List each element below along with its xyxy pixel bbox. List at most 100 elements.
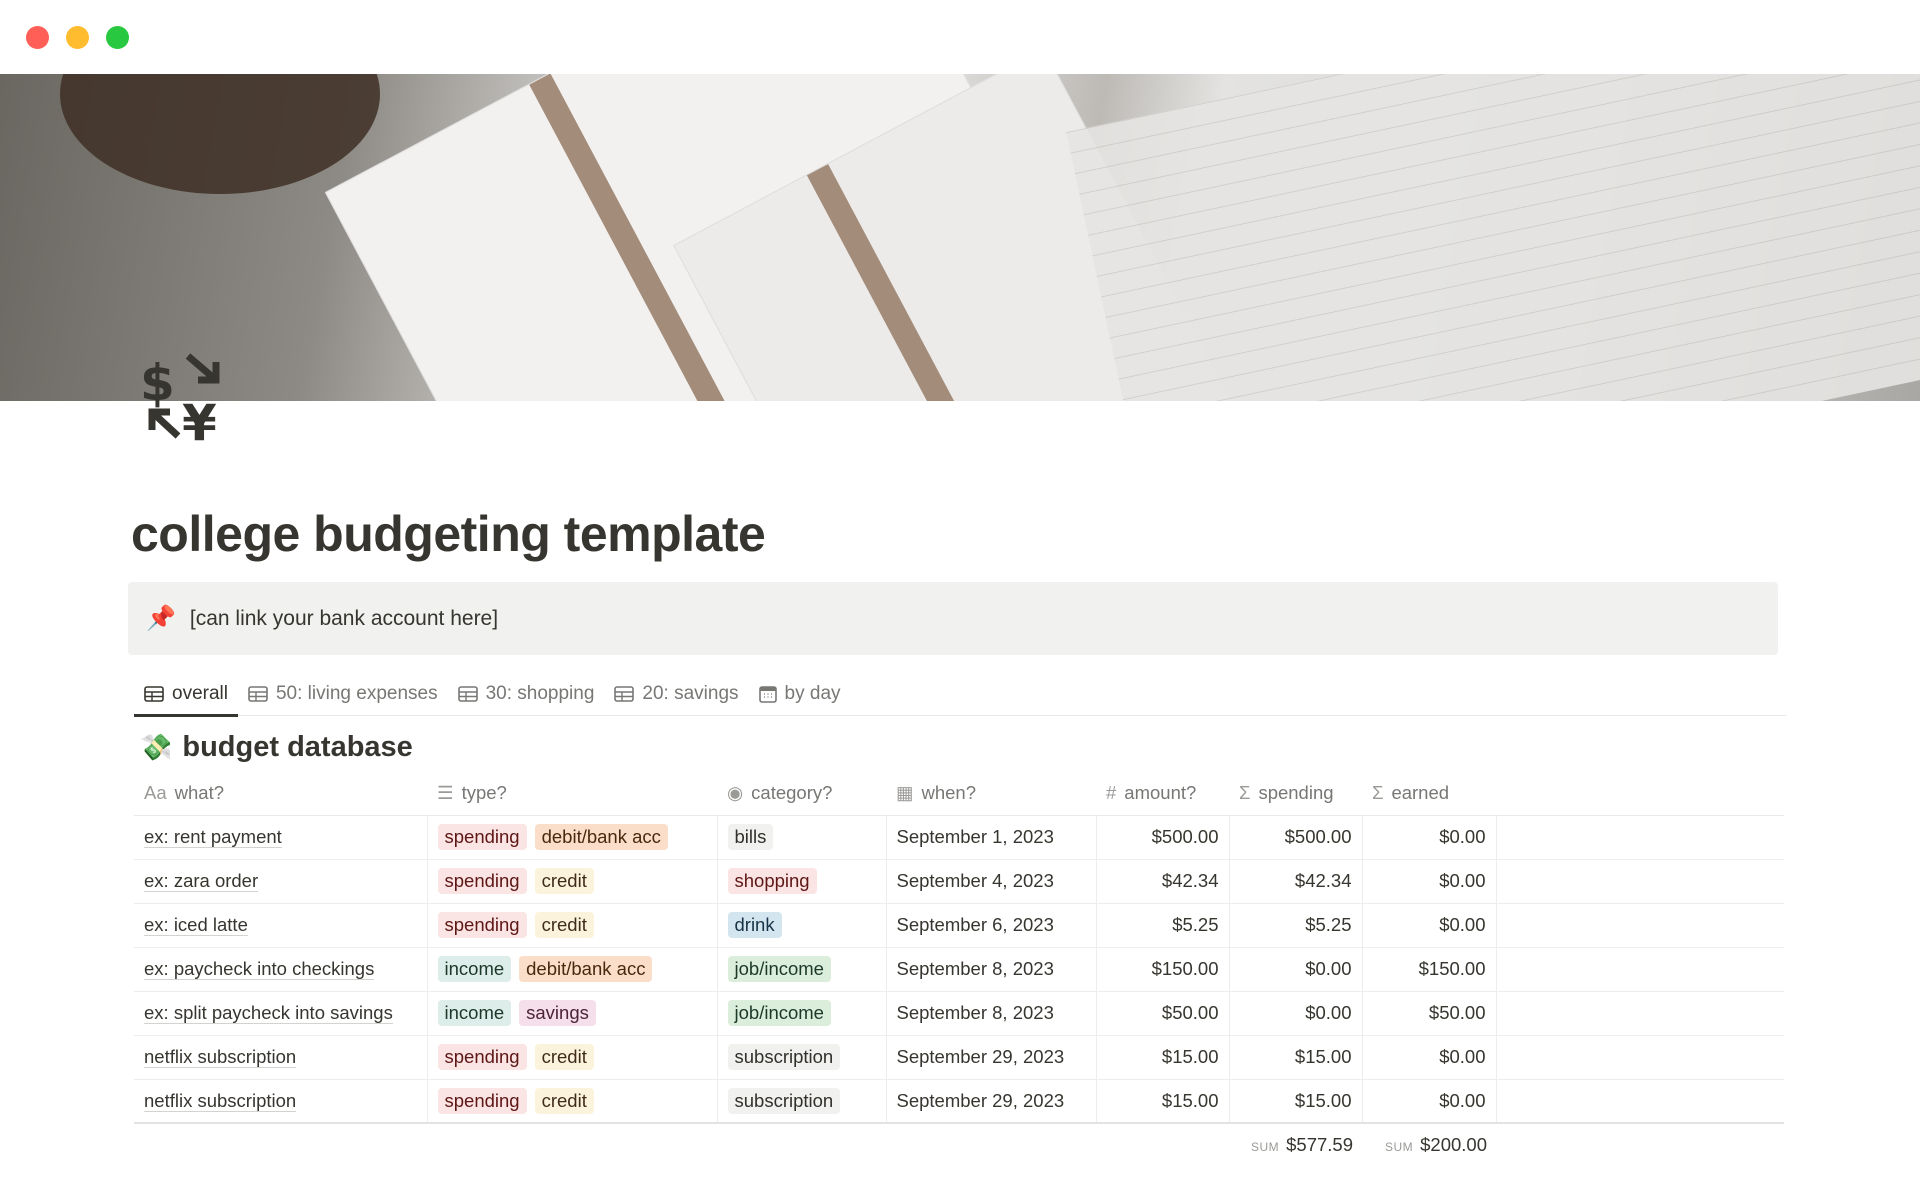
cell-amount[interactable]: $5.25 <box>1096 903 1230 948</box>
cell-type[interactable]: spending credit <box>427 1035 718 1080</box>
cell-what[interactable]: ex: rent payment <box>134 815 428 860</box>
row-title: netflix subscription <box>144 1089 297 1112</box>
cell-when[interactable]: September 1, 2023 <box>886 815 1097 860</box>
cell-when[interactable]: September 8, 2023 <box>886 947 1097 992</box>
cell-category[interactable]: job/income <box>717 947 887 992</box>
table-row[interactable]: ex: paycheck into checkings income debit/b… <box>134 947 1784 992</box>
table-row[interactable]: ex: split paycheck into savings income sav… <box>134 991 1784 1036</box>
sum-value: $577.59 <box>1286 1134 1353 1155</box>
table-row[interactable]: ex: rent payment spending debit/bank acc bi… <box>134 815 1784 860</box>
tab-overall[interactable]: overall <box>134 672 238 717</box>
cell-amount[interactable]: $15.00 <box>1096 1079 1230 1124</box>
cell-category[interactable]: job/income <box>717 991 887 1036</box>
column-label: type? <box>461 782 507 804</box>
cell-empty <box>1496 903 1784 948</box>
tag: job/income <box>727 956 831 982</box>
cell-what[interactable]: ex: zara order <box>134 859 428 904</box>
column-label: when? <box>921 782 976 804</box>
tag: spending <box>437 1087 527 1114</box>
tab-label: overall <box>172 683 228 704</box>
cell-category[interactable]: subscription <box>717 1035 887 1080</box>
cell-type[interactable]: spending credit <box>427 859 718 904</box>
database-title[interactable]: 💸 budget database <box>140 731 413 764</box>
cell-when[interactable]: September 29, 2023 <box>886 1035 1097 1080</box>
currency-exchange-icon[interactable]: $ ¥ <box>138 352 230 452</box>
svg-text:$: $ <box>140 354 175 412</box>
svg-text:¥: ¥ <box>182 394 217 444</box>
cell-what[interactable]: netflix subscription <box>134 1079 428 1124</box>
table-row[interactable]: ex: zara order spending credit shopping Sept… <box>134 859 1784 904</box>
cell-category[interactable]: subscription <box>717 1079 887 1124</box>
table-icon <box>144 686 172 702</box>
cell-type[interactable]: spending credit <box>427 1079 718 1124</box>
tab-20-savings[interactable]: 20: savings <box>604 672 748 716</box>
cell-spending: $0.00 <box>1229 947 1363 992</box>
tab-label: 20: savings <box>642 683 739 704</box>
cell-amount[interactable]: $50.00 <box>1096 991 1230 1036</box>
tab-30-shopping[interactable]: 30: shopping <box>448 672 605 716</box>
cell-earned: $0.00 <box>1362 815 1497 860</box>
cell-category[interactable]: bills <box>717 815 887 860</box>
cell-what[interactable]: ex: split paycheck into savings <box>134 991 428 1036</box>
tab-50-living-expenses[interactable]: 50: living expenses <box>238 672 448 716</box>
cell-category[interactable]: shopping <box>717 859 887 904</box>
column-header-what[interactable]: Aa what? <box>134 772 427 816</box>
cell-amount[interactable]: $15.00 <box>1096 1035 1230 1080</box>
cell-empty <box>1496 815 1784 860</box>
window-zoom-button[interactable] <box>106 26 129 49</box>
row-title: ex: paycheck into checkings <box>144 958 375 980</box>
cell-type[interactable]: income debit/bank acc <box>427 947 718 992</box>
cell-amount[interactable]: $150.00 <box>1096 947 1230 992</box>
cell-earned: $0.00 <box>1362 1079 1497 1124</box>
table-row[interactable]: netflix subscription spending credit subscr… <box>134 1079 1784 1124</box>
row-title: netflix subscription <box>144 1046 297 1068</box>
sum-value: $200.00 <box>1420 1134 1487 1155</box>
cell-type[interactable]: spending debit/bank acc <box>427 815 718 860</box>
column-header-empty <box>1496 772 1784 816</box>
column-header-category[interactable]: ◉ category? <box>717 772 886 816</box>
callout[interactable]: 📌 [can link your bank account here] <box>128 582 1778 655</box>
sum-spending[interactable]: SUM $577.59 <box>1230 1134 1363 1156</box>
cell-when[interactable]: September 6, 2023 <box>886 903 1097 948</box>
select-icon: ◉ <box>727 782 744 804</box>
column-header-when[interactable]: ▦ when? <box>886 772 1096 816</box>
cell-category[interactable]: drink <box>717 903 887 948</box>
table-icon <box>614 686 642 702</box>
cell-type[interactable]: spending credit <box>427 903 718 948</box>
cell-what[interactable]: ex: paycheck into checkings <box>134 947 428 992</box>
tag: credit <box>534 1044 594 1070</box>
cell-earned: $50.00 <box>1362 991 1497 1036</box>
tag: job/income <box>727 1000 831 1026</box>
tag: credit <box>534 868 594 894</box>
cell-amount[interactable]: $42.34 <box>1096 859 1230 904</box>
row-title: ex: iced latte <box>144 914 248 936</box>
tag: spending <box>437 868 527 894</box>
column-header-amount[interactable]: # amount? <box>1096 772 1229 816</box>
cell-spending: $15.00 <box>1229 1079 1363 1124</box>
sum-earned[interactable]: SUM $200.00 <box>1363 1134 1497 1156</box>
column-label: amount? <box>1124 782 1197 804</box>
column-header-type[interactable]: ☰ type? <box>427 772 717 816</box>
window-close-button[interactable] <box>26 26 49 49</box>
cell-when[interactable]: September 8, 2023 <box>886 991 1097 1036</box>
window-minimize-button[interactable] <box>66 26 89 49</box>
number-icon: # <box>1106 782 1117 804</box>
cell-when[interactable]: September 29, 2023 <box>886 1079 1097 1124</box>
cell-amount[interactable]: $500.00 <box>1096 815 1230 860</box>
cell-when[interactable]: September 4, 2023 <box>886 859 1097 904</box>
column-label: earned <box>1391 782 1450 804</box>
table-row[interactable]: ex: iced latte spending credit drink Septemb… <box>134 903 1784 948</box>
cell-earned: $150.00 <box>1362 947 1497 992</box>
sigma-icon: Σ <box>1239 782 1251 804</box>
cell-empty <box>1496 1035 1784 1080</box>
cell-what[interactable]: ex: iced latte <box>134 903 428 948</box>
cell-type[interactable]: income savings <box>427 991 718 1036</box>
table-row[interactable]: netflix subscription spending credit subscr… <box>134 1035 1784 1080</box>
tab-by-day[interactable]: by day <box>749 672 851 716</box>
page-title[interactable]: college budgeting template <box>131 506 766 562</box>
view-tabs: overall 50: living expenses 30: shopping 20… <box>134 672 1786 717</box>
calendar-icon <box>758 685 785 703</box>
cell-what[interactable]: netflix subscription <box>134 1035 428 1080</box>
